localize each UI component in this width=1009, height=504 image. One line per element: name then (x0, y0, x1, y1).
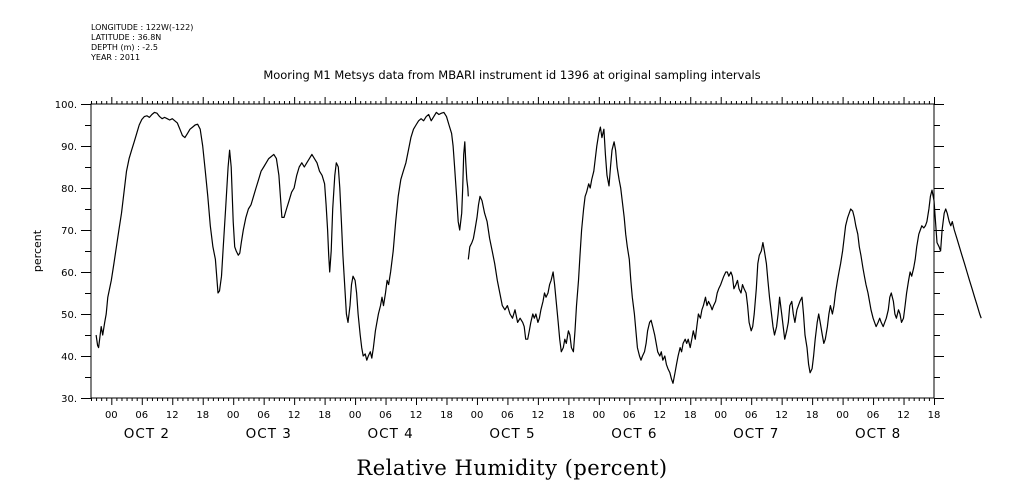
y-tick-label: 30. (61, 394, 77, 405)
x-tick-label: 00 (349, 410, 362, 421)
x-tick-label: 12 (653, 410, 666, 421)
day-label: OCT 6 (611, 426, 657, 442)
x-tick-label: 06 (623, 410, 636, 421)
x-tick-label: 18 (440, 410, 453, 421)
longitude-label: LONGITUDE : 122W(-122) (91, 23, 193, 32)
x-tick-label: 06 (135, 410, 148, 421)
y-axis-label: percent (31, 229, 44, 272)
series-line (95, 111, 469, 361)
x-tick-label: 12 (166, 410, 179, 421)
x-tick-label: 06 (501, 410, 514, 421)
x-tick-label: 00 (592, 410, 605, 421)
x-tick-label: 18 (562, 410, 575, 421)
x-tick-label: 00 (836, 410, 849, 421)
y-tick-label: 100. (55, 100, 77, 111)
x-tick-label: 12 (775, 410, 788, 421)
day-label: OCT 4 (368, 426, 414, 442)
latitude-label: LATITUDE : 36.8N (91, 33, 161, 42)
x-tick-label: 12 (288, 410, 301, 421)
x-tick-label: 18 (684, 410, 697, 421)
year-label: YEAR : 2011 (90, 53, 140, 62)
series-line (467, 126, 982, 384)
y-tick-label: 90. (61, 142, 77, 153)
x-tick-label: 18 (318, 410, 331, 421)
y-tick-label: 70. (61, 226, 77, 237)
x-tick-label: 06 (867, 410, 880, 421)
x-tick-label: 12 (532, 410, 545, 421)
day-label: OCT 7 (733, 426, 779, 442)
x-tick-label: 18 (806, 410, 819, 421)
x-tick-label: 00 (105, 410, 118, 421)
day-label: OCT 2 (124, 426, 170, 442)
y-tick-label: 40. (61, 352, 77, 363)
day-label: OCT 5 (489, 426, 535, 442)
x-axis-label: Relative Humidity (percent) (356, 456, 667, 480)
day-label: OCT 3 (246, 426, 292, 442)
y-tick-label: 60. (61, 268, 77, 279)
axis-ticks (81, 97, 944, 405)
x-tick-labels: 00 06 12 18 00 06 12 18 00 06 12 18 00 06 12 18 00 06 12 18… (105, 410, 940, 421)
x-tick-label: 12 (410, 410, 423, 421)
x-tick-label: 00 (227, 410, 240, 421)
x-tick-label: 06 (745, 410, 758, 421)
y-tick-label: 50. (61, 310, 77, 321)
y-tick-labels: 30. 40. 50. 60. 70. 80. 90. 100. (55, 100, 77, 405)
x-tick-label: 06 (379, 410, 392, 421)
depth-label: DEPTH (m) : -2.5 (91, 43, 158, 52)
chart-title: Mooring M1 Metsys data from MBARI instru… (263, 68, 760, 82)
x-tick-label: 06 (257, 410, 270, 421)
x-tick-label: 18 (928, 410, 941, 421)
x-tick-label: 00 (471, 410, 484, 421)
y-tick-label: 80. (61, 184, 77, 195)
series-group (95, 111, 982, 384)
day-label: OCT 8 (855, 426, 901, 442)
x-tick-label: 12 (897, 410, 910, 421)
day-labels: OCT 2 OCT 3 OCT 4 OCT 5 OCT 6 OCT 7 OCT 8 (124, 426, 901, 442)
x-tick-label: 18 (196, 410, 209, 421)
x-tick-label: 00 (714, 410, 727, 421)
